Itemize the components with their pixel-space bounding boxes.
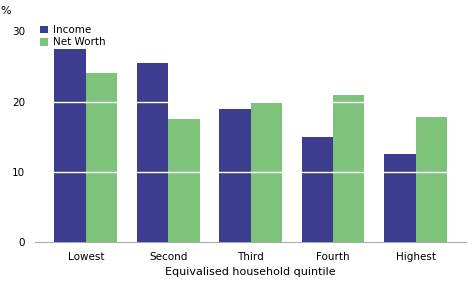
Bar	[219, 109, 251, 242]
Bar	[168, 119, 200, 242]
Bar	[333, 95, 364, 242]
Bar	[54, 49, 86, 242]
Text: %: %	[0, 6, 11, 16]
Legend: Income, Net Worth: Income, Net Worth	[40, 25, 105, 47]
Bar	[415, 117, 447, 242]
Bar	[137, 63, 168, 242]
Bar	[302, 137, 333, 242]
Bar	[251, 103, 282, 242]
Bar	[86, 74, 117, 242]
Bar	[384, 154, 415, 242]
X-axis label: Equivalised household quintile: Equivalised household quintile	[165, 267, 336, 277]
